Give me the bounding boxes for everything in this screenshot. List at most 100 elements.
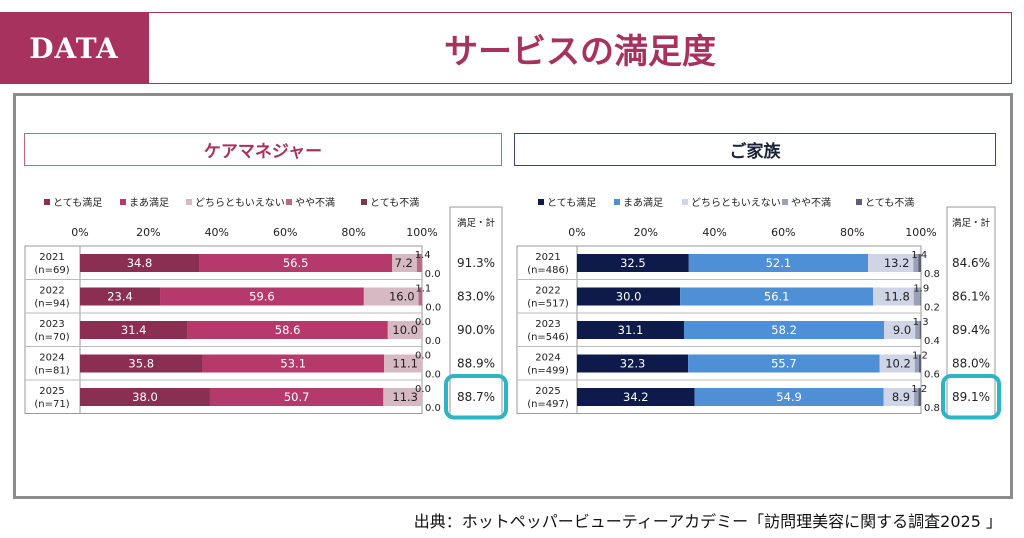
bar-segment [868,254,914,272]
data-label: 9.0 [893,323,911,337]
bar-segment [884,321,916,339]
legend-swatch [186,199,192,205]
data-label: 1.4 [415,250,431,261]
data-label: 0.0 [425,336,441,347]
left-panel-title: ケアマネジャー [24,133,502,166]
bar-segment [80,354,203,373]
data-label: 38.0 [132,390,158,404]
legend-swatch [614,199,620,205]
bar-segment [209,388,384,406]
x-tick-label: 80% [341,226,365,239]
legend-swatch [682,199,688,205]
total-value: 88.9% [457,357,495,371]
category-year: 2025 [39,386,64,397]
bar-segment [680,287,874,306]
bar-segment [879,354,915,373]
data-label: 50.7 [284,390,310,404]
total-value: 90.0% [457,323,495,337]
data-label: 0.0 [425,370,441,381]
bar-segment [187,321,388,339]
data-label: 58.2 [771,323,797,337]
data-label: 58.6 [275,323,301,337]
total-header: 満足・計 [952,217,991,229]
category-year: 2025 [535,386,560,397]
bar-segment [688,254,869,272]
bar-segment [914,388,919,406]
legend-label: とても不満 [865,197,914,209]
total-value: 88.7% [457,390,495,404]
data-label: 1.9 [913,284,929,295]
x-tick-label: 20% [136,226,160,239]
data-label: 8.9 [892,390,910,404]
category-n: (n=497) [527,399,569,410]
category-year: 2022 [535,286,560,297]
x-tick-label: 80% [840,226,864,239]
data-label: 0.0 [425,303,441,314]
bar-segment [920,287,921,306]
x-tick-label: 60% [273,226,297,239]
legend-label: まあ満足 [623,197,663,209]
x-tick-label: 100% [406,226,437,239]
category-year: 2023 [39,319,64,330]
bar-segment [577,254,689,272]
bar-segment [688,354,880,373]
bar-segment [383,388,422,406]
bar-segment [919,321,921,339]
bar-segment [873,287,914,306]
bar-segment [913,254,919,272]
data-label: 55.7 [771,357,797,371]
legend-swatch [782,199,788,205]
data-label: 30.0 [616,290,642,304]
category-n: (n=517) [527,299,569,310]
bar-segment [363,287,419,306]
total-value: 88.0% [952,357,990,371]
data-label: 0.0 [425,269,441,280]
data-label: 10.2 [885,357,911,371]
bar-segment [577,287,681,306]
bar-segment [918,354,921,373]
right-panel-title: ご家族 [514,133,996,166]
legend-label: やや不満 [295,197,335,209]
data-label: 52.1 [766,256,792,270]
data-label: 35.8 [128,357,154,371]
bar-segment [80,321,188,339]
highlight-ring [444,374,508,420]
legend-label: とても満足 [547,197,596,209]
bar-segment [80,254,200,272]
bar-segment [918,254,921,272]
legend-label: まあ満足 [129,197,169,209]
category-year: 2024 [39,353,64,364]
data-label: 59.6 [249,290,275,304]
total-value: 91.3% [457,256,495,270]
data-label: 34.2 [623,390,649,404]
data-label: 1.1 [415,284,431,295]
data-label: 53.1 [280,357,306,371]
data-label: 56.1 [764,290,790,304]
x-tick-label: 40% [205,226,229,239]
legend-label: とても不満 [370,197,419,209]
category-n: (n=499) [527,366,569,377]
x-tick-label: 60% [771,226,795,239]
bar-segment [913,287,921,306]
data-label: 0.0 [415,384,431,395]
bar-segment [915,321,920,339]
data-label: 10.0 [392,323,418,337]
bar-segment [387,321,422,339]
legend-label: とても満足 [53,197,102,209]
total-value: 89.4% [952,323,990,337]
data-label: 13.2 [884,256,910,270]
data-label: 0.2 [924,303,940,314]
bar-segment [918,388,921,406]
data-label: 31.1 [618,323,644,337]
bar-segment [914,354,919,373]
total-header: 満足・計 [457,217,496,229]
bar-segment [199,254,393,272]
bar-segment [416,254,422,272]
data-label: 0.0 [415,351,431,362]
totals-box [946,206,996,418]
data-label: 32.3 [620,357,646,371]
data-label: 0.6 [924,370,940,381]
category-n: (n=81) [34,366,69,377]
bar-segment [80,388,210,406]
